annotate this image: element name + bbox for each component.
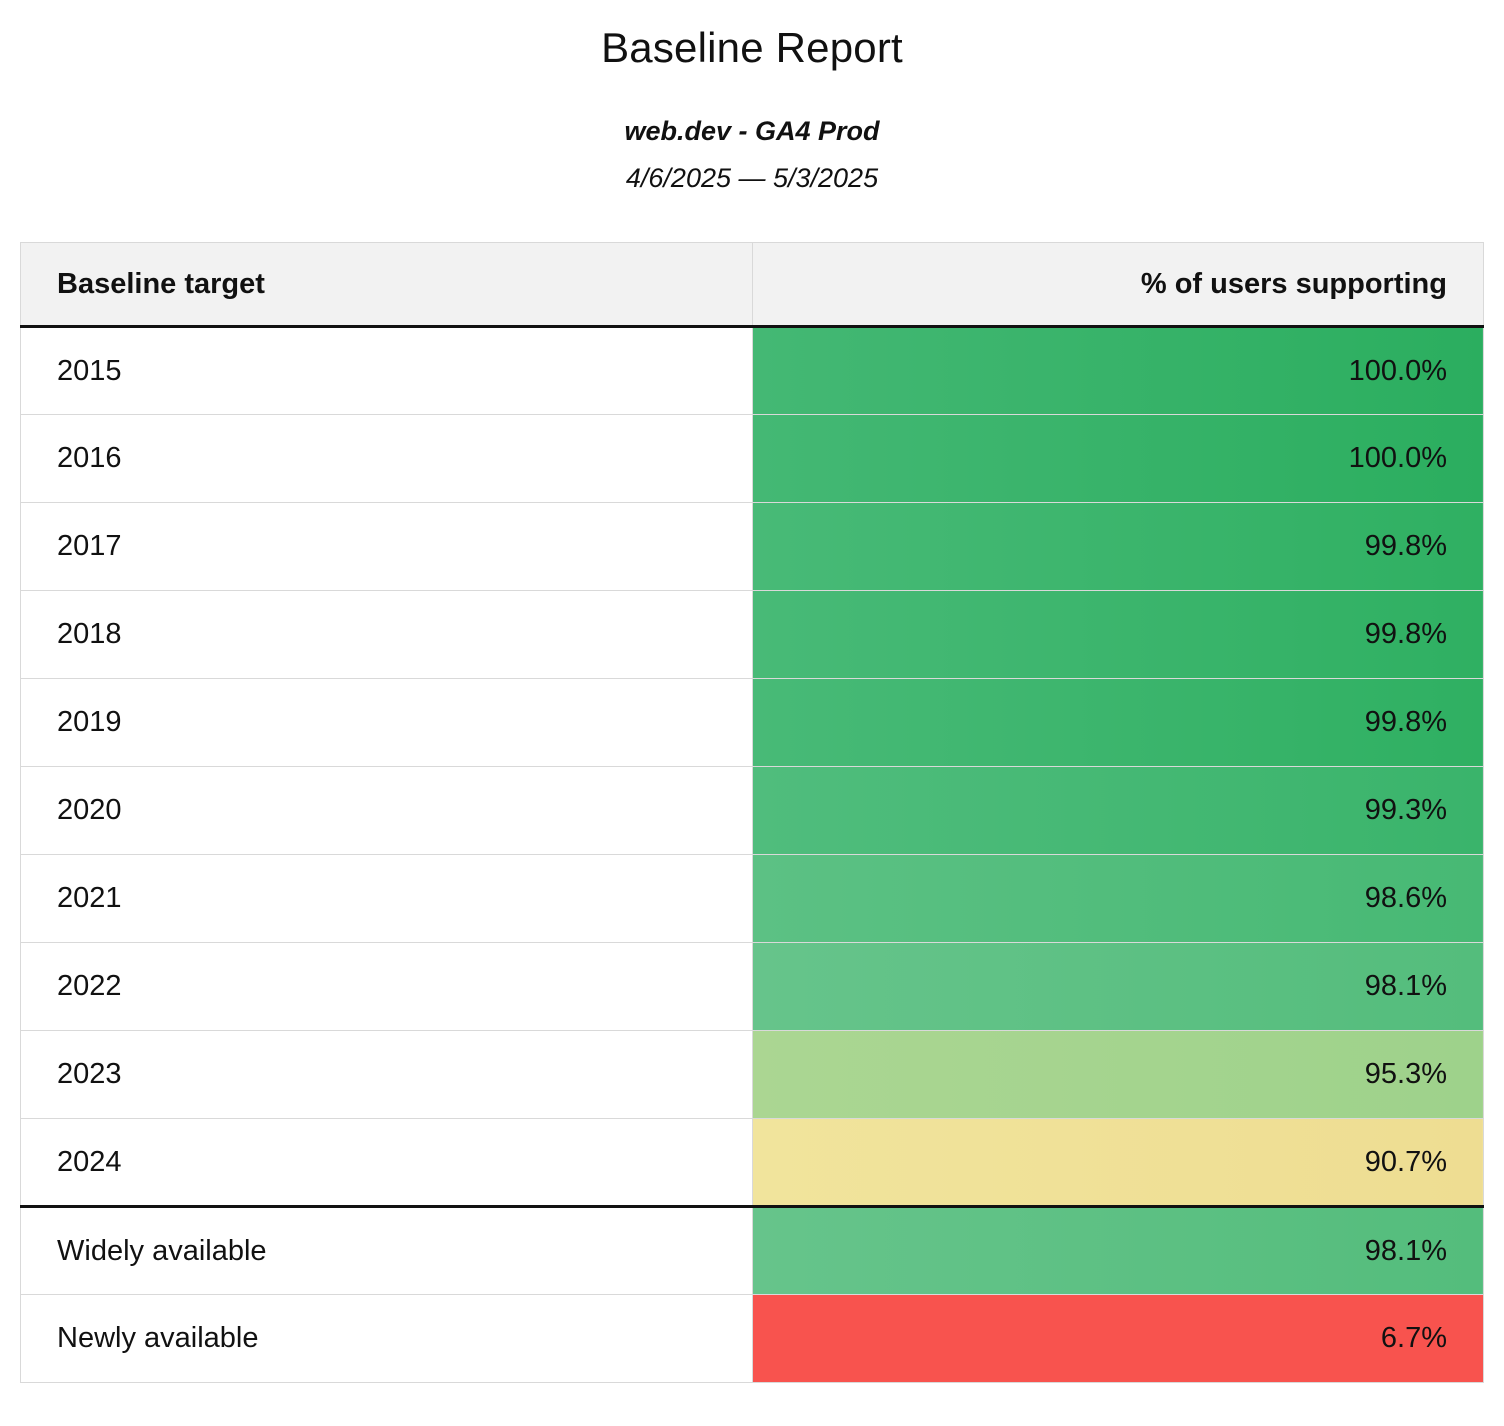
table-row: 2024 90.7%	[20, 1118, 1484, 1207]
table-row: 2016 100.0%	[20, 414, 1484, 503]
baseline-table: Baseline target % of users supporting 20…	[20, 242, 1484, 1383]
table-row: 2017 99.8%	[20, 502, 1484, 591]
table-row: 2019 99.8%	[20, 678, 1484, 767]
baseline-target-cell: 2017	[20, 502, 753, 591]
percent-value-cell: 99.8%	[751, 502, 1484, 591]
baseline-target-cell: 2015	[20, 326, 753, 415]
table-header-row: Baseline target % of users supporting	[20, 242, 1484, 328]
table-row: 2022 98.1%	[20, 942, 1484, 1031]
baseline-target-cell: Newly available	[20, 1294, 753, 1383]
table-row: 2020 99.3%	[20, 766, 1484, 855]
table-row-newly-available: Newly available 6.7%	[20, 1294, 1484, 1383]
percent-value-cell: 98.6%	[751, 854, 1484, 943]
baseline-target-cell: 2024	[20, 1118, 753, 1207]
report-subtitle: web.dev - GA4 Prod	[624, 116, 880, 146]
table-body-years: 2015 100.0% 2016 100.0% 2017 99.8% 2018 …	[20, 326, 1484, 1207]
baseline-target-cell: 2021	[20, 854, 753, 943]
percent-value-cell: 90.7%	[751, 1118, 1484, 1207]
percent-value-cell: 98.1%	[751, 942, 1484, 1031]
percent-value-cell: 99.3%	[751, 766, 1484, 855]
report-title: Baseline Report	[601, 24, 903, 71]
table-row-widely-available: Widely available 98.1%	[20, 1205, 1484, 1295]
percent-value-cell: 98.1%	[751, 1205, 1484, 1295]
baseline-target-cell: 2022	[20, 942, 753, 1031]
table-row: 2015 100.0%	[20, 326, 1484, 415]
table-row: 2023 95.3%	[20, 1030, 1484, 1119]
baseline-target-cell: 2016	[20, 414, 753, 503]
baseline-target-cell: 2020	[20, 766, 753, 855]
percent-value-cell: 95.3%	[751, 1030, 1484, 1119]
column-header-baseline-target: Baseline target	[20, 242, 753, 328]
table-header: Baseline target % of users supporting	[20, 242, 1484, 328]
report-date-range: 4/6/2025 — 5/3/2025	[625, 163, 879, 193]
table-row: 2018 99.8%	[20, 590, 1484, 679]
baseline-target-cell: 2023	[20, 1030, 753, 1119]
baseline-target-cell: 2018	[20, 590, 753, 679]
percent-value-cell: 99.8%	[751, 590, 1484, 679]
column-header-percent-users: % of users supporting	[751, 242, 1484, 328]
report-header: Baseline Report web.dev - GA4 Prod 4/6/2…	[20, 24, 1484, 194]
baseline-target-cell: 2019	[20, 678, 753, 767]
table-body-summary: Widely available 98.1% Newly available 6…	[20, 1205, 1484, 1383]
percent-value-cell: 99.8%	[751, 678, 1484, 767]
percent-value-cell: 100.0%	[751, 326, 1484, 415]
percent-value-cell: 6.7%	[751, 1294, 1484, 1383]
baseline-target-cell: Widely available	[20, 1205, 753, 1295]
percent-value-cell: 100.0%	[751, 414, 1484, 503]
table-row: 2021 98.6%	[20, 854, 1484, 943]
